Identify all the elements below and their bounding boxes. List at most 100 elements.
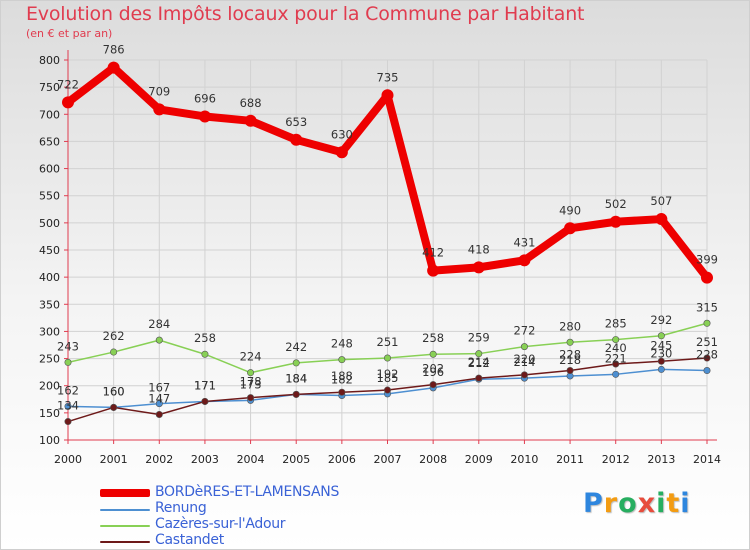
x-tick-label: 2014	[693, 453, 721, 466]
legend-swatch-borderes	[100, 489, 150, 497]
data-label-2: 224	[240, 350, 262, 364]
data-point-0	[153, 103, 166, 116]
x-tick-label: 2011	[556, 453, 584, 466]
data-point-1	[64, 402, 72, 410]
data-label-2: 248	[331, 337, 353, 351]
data-label-0: 490	[559, 203, 581, 217]
legend-label-cazeres: Cazères-sur-l'Adour	[155, 516, 286, 532]
proxiti-logo: Proxiti	[583, 488, 691, 519]
data-label-0: 696	[194, 91, 216, 105]
data-label-1: 185	[377, 371, 399, 385]
data-point-2	[247, 369, 255, 377]
data-label-0: 688	[240, 96, 262, 110]
data-labels: 722 786 709 696 688 653 630 735 412 418 431 490 502 5…	[57, 43, 718, 413]
x-tick-label: 2009	[465, 453, 493, 466]
data-point-2	[110, 348, 118, 356]
data-label-2: 280	[559, 319, 581, 333]
data-label-2: 243	[57, 339, 79, 353]
data-point-2	[657, 332, 665, 340]
y-tick-label: 650	[39, 135, 60, 148]
data-point-0	[472, 261, 485, 274]
y-tick-label: 250	[39, 353, 60, 366]
data-label-0: 507	[650, 194, 672, 208]
data-label-0: 399	[696, 253, 718, 267]
data-label-2: 242	[285, 340, 307, 354]
data-label-1: 162	[57, 383, 79, 397]
data-label-3: 134	[57, 399, 79, 413]
data-point-3	[566, 367, 574, 375]
x-tick-label: 2012	[602, 453, 630, 466]
data-label-3: 160	[103, 384, 125, 398]
data-label-0: 722	[57, 77, 79, 91]
y-tick-label: 100	[39, 434, 60, 447]
data-point-2	[475, 350, 483, 358]
y-tick-label: 700	[39, 108, 60, 121]
x-tick-label: 2001	[100, 453, 128, 466]
data-point-3	[703, 354, 711, 362]
x-tick-label: 2004	[237, 453, 265, 466]
data-point-3	[612, 360, 620, 368]
logo-letter: r	[603, 488, 619, 519]
data-point-1	[612, 370, 620, 378]
data-point-3	[520, 371, 528, 379]
data-point-2	[612, 336, 620, 344]
data-point-0	[518, 254, 531, 267]
data-label-3: 188	[331, 369, 353, 383]
y-tick-label: 500	[39, 217, 60, 230]
data-point-0	[62, 96, 74, 109]
x-tick-label: 2013	[647, 453, 675, 466]
data-point-0	[655, 213, 668, 226]
y-tick-label: 300	[39, 325, 60, 338]
data-point-3	[429, 381, 437, 389]
logo-letter: i	[656, 488, 667, 519]
data-point-0	[335, 146, 348, 159]
data-point-1	[703, 367, 711, 375]
data-point-0	[609, 215, 622, 228]
data-point-3	[155, 410, 163, 418]
data-label-3: 220	[513, 352, 535, 366]
legend-swatch-renung	[100, 509, 150, 511]
data-label-1: 167	[148, 381, 170, 395]
data-point-3	[201, 397, 209, 405]
logo-letter: x	[637, 488, 657, 519]
data-point-0	[244, 114, 257, 127]
data-point-2	[383, 354, 391, 362]
chart-subtitle: (en € et par an)	[26, 27, 113, 40]
data-point-3	[383, 386, 391, 394]
x-tick-label: 2006	[328, 453, 356, 466]
data-label-1: 196	[422, 365, 444, 379]
data-label-2: 262	[103, 329, 125, 343]
logo-letter: i	[680, 488, 691, 519]
data-label-2: 292	[650, 313, 672, 327]
data-label-0: 502	[605, 197, 627, 211]
data-label-1: 184	[285, 371, 307, 385]
data-point-1	[657, 365, 665, 373]
data-point-3	[64, 418, 72, 426]
data-point-2	[566, 338, 574, 346]
legend-label-castandet: Castandet	[155, 532, 224, 548]
data-point-2	[520, 343, 528, 351]
data-label-1: 171	[194, 378, 216, 392]
data-label-3: 251	[696, 335, 718, 349]
data-label-0: 735	[377, 70, 399, 84]
data-label-2: 258	[422, 331, 444, 345]
axes: 100 150 200 250 300 350 400 450 500 550 600 650 700 7…	[39, 50, 721, 466]
y-tick-label: 450	[39, 244, 60, 257]
data-point-0	[427, 264, 440, 277]
y-tick-label: 200	[39, 380, 60, 393]
data-point-2	[155, 336, 163, 344]
y-tick-label: 800	[39, 54, 60, 67]
data-label-2: 259	[468, 331, 490, 345]
x-tick-label: 2007	[374, 453, 402, 466]
data-label-1: 212	[468, 356, 490, 370]
data-label-0: 653	[285, 115, 307, 129]
x-tick-label: 2005	[282, 453, 310, 466]
data-label-1: 230	[650, 346, 672, 360]
logo-letter: o	[618, 488, 638, 519]
series-lines	[62, 61, 713, 426]
data-label-3: 178	[240, 375, 262, 389]
logo-letter: P	[583, 488, 604, 519]
data-label-3: 202	[422, 362, 444, 376]
legend-swatch-castandet	[100, 541, 150, 543]
